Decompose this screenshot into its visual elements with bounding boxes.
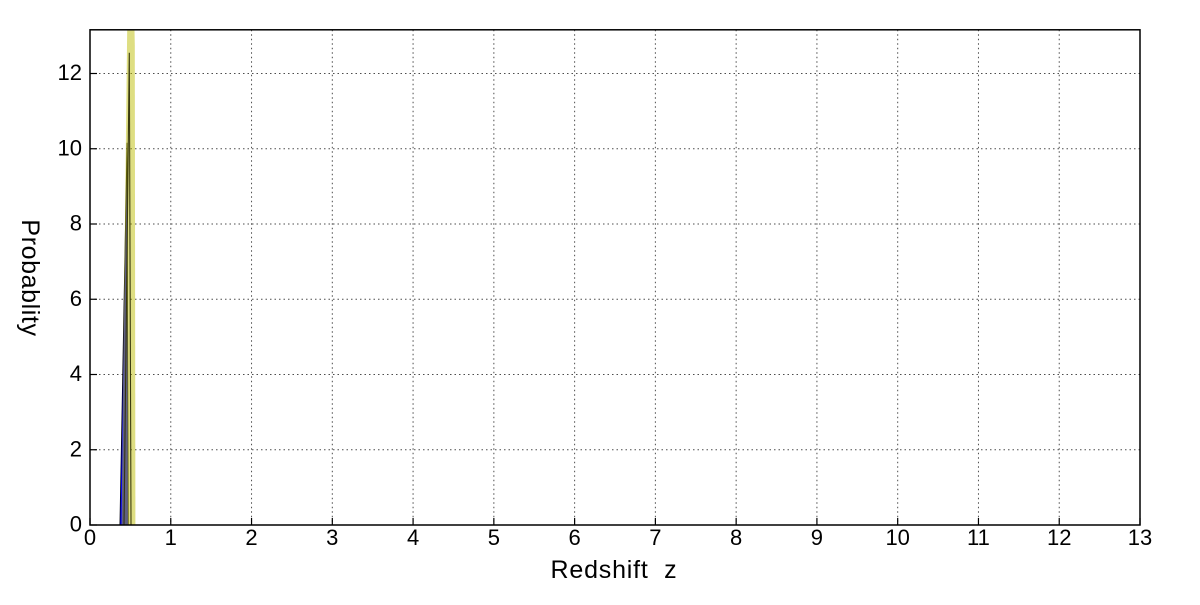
svg-text:6: 6 <box>70 286 82 311</box>
svg-text:11: 11 <box>967 525 990 550</box>
svg-text:10: 10 <box>58 135 82 160</box>
svg-text:7: 7 <box>649 525 661 550</box>
svg-text:2: 2 <box>245 525 257 550</box>
svg-text:0: 0 <box>70 512 82 537</box>
svg-text:3: 3 <box>326 525 338 550</box>
svg-text:12: 12 <box>58 60 82 85</box>
svg-text:5: 5 <box>488 525 500 550</box>
svg-text:2: 2 <box>70 436 82 461</box>
svg-text:4: 4 <box>407 525 419 550</box>
svg-text:1: 1 <box>165 525 177 550</box>
svg-text:8: 8 <box>70 211 82 236</box>
svg-text:6: 6 <box>568 525 580 550</box>
svg-text:4: 4 <box>70 361 82 386</box>
svg-text:Redshift z: Redshift z <box>551 556 678 584</box>
svg-text:12: 12 <box>1047 525 1071 550</box>
svg-text:Probablity: Probablity <box>16 219 44 336</box>
svg-text:10: 10 <box>885 525 909 550</box>
svg-text:0: 0 <box>84 525 96 550</box>
svg-text:13: 13 <box>1128 525 1152 550</box>
svg-text:8: 8 <box>730 525 742 550</box>
svg-text:9: 9 <box>811 525 823 550</box>
